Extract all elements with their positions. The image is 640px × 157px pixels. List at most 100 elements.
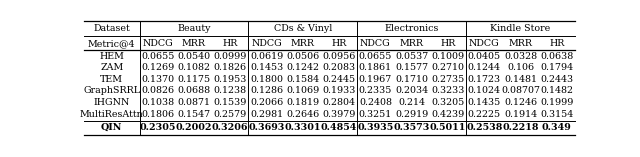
Text: 0.2066: 0.2066 <box>250 98 283 107</box>
Text: 0.2034: 0.2034 <box>395 86 428 95</box>
Text: 0.2408: 0.2408 <box>359 98 392 107</box>
Text: 0.1577: 0.1577 <box>395 63 428 72</box>
Text: 0.3154: 0.3154 <box>540 110 573 119</box>
Text: 0.1242: 0.1242 <box>286 63 319 72</box>
Text: 0.0655: 0.0655 <box>359 51 392 61</box>
Text: Kindle Store: Kindle Store <box>490 24 550 33</box>
Text: 0.1435: 0.1435 <box>468 98 501 107</box>
Text: Metric@4: Metric@4 <box>88 39 136 48</box>
Text: 0.2804: 0.2804 <box>323 98 356 107</box>
Text: 0.2218: 0.2218 <box>502 123 539 132</box>
Text: MRR: MRR <box>182 39 206 48</box>
Text: 0.1914: 0.1914 <box>504 110 537 119</box>
Text: 0.1244: 0.1244 <box>468 63 500 72</box>
Text: NDCG: NDCG <box>360 39 391 48</box>
Text: 0.2083: 0.2083 <box>323 63 356 72</box>
Text: IHGNN: IHGNN <box>93 98 130 107</box>
Text: 0.1819: 0.1819 <box>286 98 319 107</box>
Text: 0.0506: 0.0506 <box>286 51 319 61</box>
Text: 0.0328: 0.0328 <box>504 51 537 61</box>
Text: 0.106: 0.106 <box>507 63 534 72</box>
Text: 0.0871: 0.0871 <box>177 98 211 107</box>
Text: 0.349: 0.349 <box>542 123 572 132</box>
Text: 0.2538: 0.2538 <box>466 123 502 132</box>
Text: 0.1069: 0.1069 <box>286 86 319 95</box>
Text: 0.1009: 0.1009 <box>431 51 465 61</box>
Text: 0.4239: 0.4239 <box>431 110 465 119</box>
Text: 0.1269: 0.1269 <box>141 63 174 72</box>
Text: HR: HR <box>440 39 456 48</box>
Text: 0.3206: 0.3206 <box>212 123 248 132</box>
Text: 0.1286: 0.1286 <box>250 86 283 95</box>
Text: 0.1482: 0.1482 <box>540 86 573 95</box>
Text: 0.1246: 0.1246 <box>504 98 537 107</box>
Text: CDs & Vinyl: CDs & Vinyl <box>274 24 332 33</box>
Text: HR: HR <box>332 39 347 48</box>
Text: 0.2646: 0.2646 <box>286 110 319 119</box>
Text: 0.0826: 0.0826 <box>141 86 174 95</box>
Text: 0.1933: 0.1933 <box>323 86 356 95</box>
Text: MultiResAttn: MultiResAttn <box>80 110 143 119</box>
Text: 0.0619: 0.0619 <box>250 51 283 61</box>
Text: 0.08707: 0.08707 <box>501 86 540 95</box>
Text: 0.0540: 0.0540 <box>177 51 211 61</box>
Text: MRR: MRR <box>400 39 424 48</box>
Text: 0.2919: 0.2919 <box>395 110 428 119</box>
Text: 0.1175: 0.1175 <box>177 75 211 84</box>
Text: NDCG: NDCG <box>251 39 282 48</box>
Text: 0.3233: 0.3233 <box>431 86 465 95</box>
Text: 0.2443: 0.2443 <box>540 75 573 84</box>
Text: TEM: TEM <box>100 75 124 84</box>
Text: MRR: MRR <box>509 39 532 48</box>
Text: 0.4854: 0.4854 <box>321 123 357 132</box>
Text: 0.1723: 0.1723 <box>468 75 501 84</box>
Text: 0.0405: 0.0405 <box>468 51 501 61</box>
Text: 0.2305: 0.2305 <box>140 123 176 132</box>
Text: 0.1999: 0.1999 <box>540 98 573 107</box>
Text: 0.2225: 0.2225 <box>468 110 501 119</box>
Text: 0.3301: 0.3301 <box>285 123 321 132</box>
Text: 0.1539: 0.1539 <box>214 98 247 107</box>
Text: Electronics: Electronics <box>385 24 439 33</box>
Text: 0.1024: 0.1024 <box>468 86 500 95</box>
Text: QIN: QIN <box>101 123 122 132</box>
Text: 0.1547: 0.1547 <box>177 110 211 119</box>
Text: 0.3935: 0.3935 <box>357 123 394 132</box>
Text: 0.1481: 0.1481 <box>504 75 537 84</box>
Text: 0.1584: 0.1584 <box>286 75 319 84</box>
Text: 0.1710: 0.1710 <box>396 75 428 84</box>
Text: 0.0655: 0.0655 <box>141 51 174 61</box>
Text: 0.0688: 0.0688 <box>177 86 211 95</box>
Text: 0.1861: 0.1861 <box>359 63 392 72</box>
Text: 0.3979: 0.3979 <box>323 110 356 119</box>
Text: HR: HR <box>549 39 564 48</box>
Text: 0.2710: 0.2710 <box>431 63 465 72</box>
Text: 0.2579: 0.2579 <box>214 110 247 119</box>
Text: 0.1370: 0.1370 <box>141 75 174 84</box>
Text: 0.2981: 0.2981 <box>250 110 283 119</box>
Text: 0.1794: 0.1794 <box>540 63 573 72</box>
Text: HEM: HEM <box>99 51 124 61</box>
Text: 0.2735: 0.2735 <box>431 75 465 84</box>
Text: HR: HR <box>223 39 238 48</box>
Text: 0.214: 0.214 <box>398 98 425 107</box>
Text: 0.5011: 0.5011 <box>430 123 466 132</box>
Text: 0.0956: 0.0956 <box>323 51 356 61</box>
Text: 0.3205: 0.3205 <box>431 98 465 107</box>
Text: 0.2445: 0.2445 <box>323 75 356 84</box>
Text: NDCG: NDCG <box>469 39 500 48</box>
Text: MRR: MRR <box>291 39 315 48</box>
Text: 0.0638: 0.0638 <box>540 51 573 61</box>
Text: 0.1806: 0.1806 <box>141 110 174 119</box>
Text: ZAM: ZAM <box>100 63 124 72</box>
Text: 0.2335: 0.2335 <box>359 86 392 95</box>
Text: 0.1826: 0.1826 <box>214 63 247 72</box>
Text: GraphSRRL: GraphSRRL <box>83 86 140 95</box>
Text: Beauty: Beauty <box>177 24 211 33</box>
Text: Dataset: Dataset <box>93 24 130 33</box>
Text: 0.1953: 0.1953 <box>214 75 247 84</box>
Text: 0.3573: 0.3573 <box>394 123 430 132</box>
Text: 0.0999: 0.0999 <box>214 51 247 61</box>
Text: 0.1967: 0.1967 <box>359 75 392 84</box>
Text: 0.0537: 0.0537 <box>395 51 428 61</box>
